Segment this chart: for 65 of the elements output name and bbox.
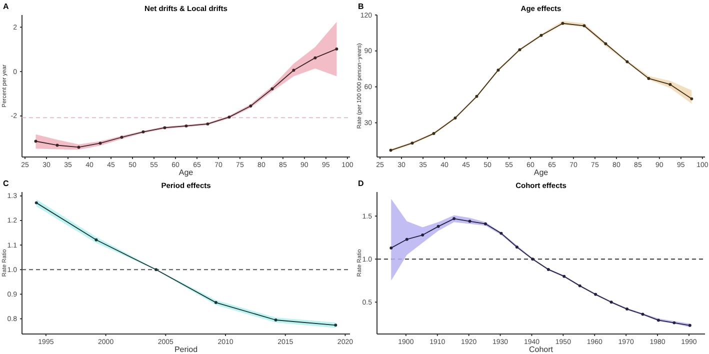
point <box>610 300 613 304</box>
point <box>454 116 457 120</box>
point <box>34 201 38 204</box>
point <box>484 222 487 226</box>
point <box>390 246 393 250</box>
point <box>389 148 392 152</box>
text: C <box>3 179 9 188</box>
point <box>531 258 534 261</box>
point <box>334 324 338 327</box>
point <box>594 292 598 296</box>
point <box>672 321 676 324</box>
point <box>468 220 472 223</box>
point <box>626 60 629 64</box>
point <box>540 34 543 37</box>
point <box>518 48 522 52</box>
point <box>582 24 586 28</box>
text: A <box>3 2 9 11</box>
x-axis-title: Cohort <box>528 345 554 354</box>
point <box>668 82 672 86</box>
point <box>184 124 188 128</box>
point <box>270 87 274 90</box>
point <box>562 274 566 278</box>
line-series <box>34 47 338 149</box>
point <box>206 122 210 126</box>
point <box>228 116 231 119</box>
point <box>163 126 166 130</box>
point <box>274 318 278 322</box>
point <box>515 246 518 249</box>
text: D <box>358 179 364 188</box>
point <box>656 318 660 322</box>
point <box>690 97 694 100</box>
point <box>452 217 456 220</box>
point <box>436 224 440 228</box>
text: B <box>358 2 364 11</box>
point <box>405 238 408 241</box>
point <box>335 47 338 50</box>
point <box>546 268 550 271</box>
x-axis-title: Age <box>534 168 549 177</box>
point <box>214 301 218 304</box>
point <box>475 94 478 98</box>
x-axis-title: Period <box>174 345 198 354</box>
point <box>314 56 317 60</box>
point <box>578 284 582 288</box>
point <box>56 144 59 147</box>
point <box>94 238 98 242</box>
point <box>561 22 564 25</box>
point <box>249 104 252 108</box>
line-series <box>390 217 692 327</box>
point <box>77 146 80 149</box>
point <box>647 76 650 80</box>
point <box>500 232 503 235</box>
point <box>641 312 644 316</box>
point <box>292 68 296 72</box>
point <box>98 142 102 145</box>
point <box>421 234 424 237</box>
x-axis-title: Age <box>178 168 194 177</box>
point <box>142 130 145 134</box>
point <box>604 42 608 46</box>
point <box>496 68 500 72</box>
point <box>688 324 692 327</box>
point <box>154 268 158 272</box>
point <box>432 132 436 136</box>
point <box>410 142 414 145</box>
point <box>626 308 629 311</box>
point <box>120 136 124 139</box>
